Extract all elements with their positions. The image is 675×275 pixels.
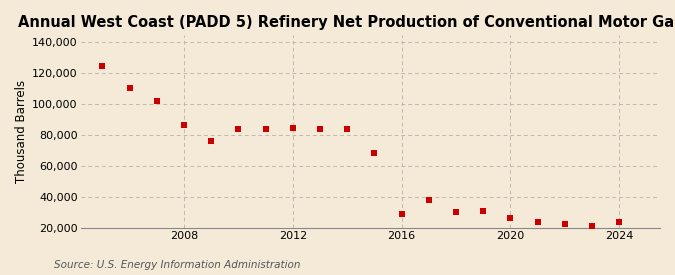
Point (260, 127, 271, 131)
Point (451, 210, 462, 214)
Point (505, 216, 516, 220)
Point (97, 64, 108, 68)
Point (614, 219, 624, 224)
Point (179, 123, 190, 128)
Point (396, 212, 407, 216)
Point (587, 224, 597, 229)
Title: Annual West Coast (PADD 5) Refinery Net Production of Conventional Motor Gasolin: Annual West Coast (PADD 5) Refinery Net … (18, 15, 675, 30)
Point (478, 209, 489, 213)
Point (124, 86, 135, 90)
Point (288, 126, 298, 130)
Point (206, 139, 217, 143)
Point (315, 126, 325, 131)
Text: Source: U.S. Energy Information Administration: Source: U.S. Energy Information Administ… (54, 260, 300, 270)
Point (369, 151, 380, 156)
Point (423, 198, 434, 202)
Point (560, 222, 570, 226)
Point (532, 219, 543, 224)
Point (233, 127, 244, 131)
Point (151, 98, 162, 103)
Y-axis label: Thousand Barrels: Thousand Barrels (15, 80, 28, 183)
Point (342, 126, 352, 131)
